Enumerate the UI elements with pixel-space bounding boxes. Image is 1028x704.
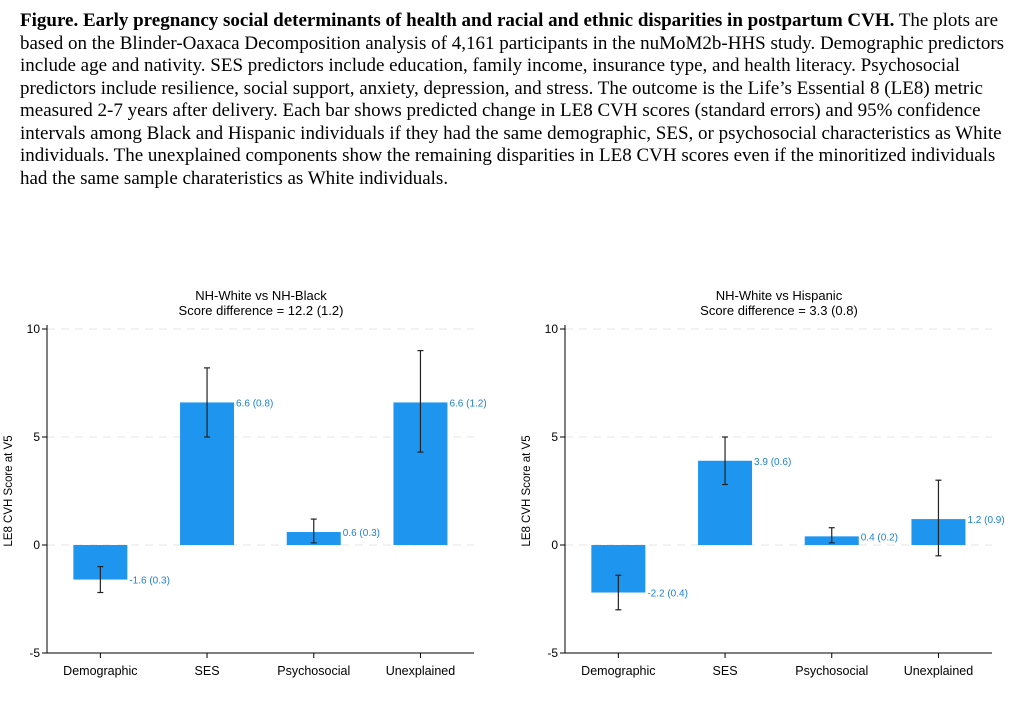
chart-subtitle: Score difference = 3.3 (0.8) [700,303,858,318]
y-tick-label: 0 [551,538,558,552]
caption-body: The plots are based on the Blinder-Oaxac… [20,10,1005,189]
y-tick-label: 5 [33,430,40,444]
data-label: 1.2 (0.9) [967,515,1004,526]
data-label: 0.6 (0.3) [343,528,380,539]
y-tick-label: 0 [33,538,40,552]
y-axis-label: LE8 CVH Score at V5 [3,435,15,546]
y-tick-label: 10 [27,322,41,336]
x-tick-label: Psychosocial [795,664,868,678]
data-label: -2.2 (0.4) [647,589,688,600]
x-tick-label: SES [713,664,738,678]
data-label: 0.4 (0.2) [861,532,898,543]
chart-title: NH-White vs Hispanic [716,288,843,303]
chart-subtitle: Score difference = 12.2 (1.2) [179,303,344,318]
y-tick-label: -5 [547,646,558,660]
x-tick-label: SES [195,664,220,678]
x-tick-label: Unexplained [904,664,974,678]
x-tick-label: Demographic [581,664,655,678]
x-tick-label: Demographic [63,664,137,678]
caption-lead: Figure. Early pregnancy social determina… [20,10,895,31]
data-label: -1.6 (0.3) [129,576,170,587]
data-label: 3.9 (0.6) [754,457,791,468]
x-tick-label: Unexplained [386,664,456,678]
figure-caption: Figure. Early pregnancy social determina… [20,10,1005,190]
y-tick-label: -5 [29,646,40,660]
x-tick-label: Psychosocial [277,664,350,678]
data-label: 6.6 (1.2) [449,398,486,409]
data-label: 6.6 (0.8) [236,398,273,409]
y-tick-label: 10 [545,322,559,336]
y-axis-label: LE8 CVH Score at V5 [521,435,533,546]
y-tick-label: 5 [551,430,558,444]
chart-title: NH-White vs NH-Black [195,288,327,303]
